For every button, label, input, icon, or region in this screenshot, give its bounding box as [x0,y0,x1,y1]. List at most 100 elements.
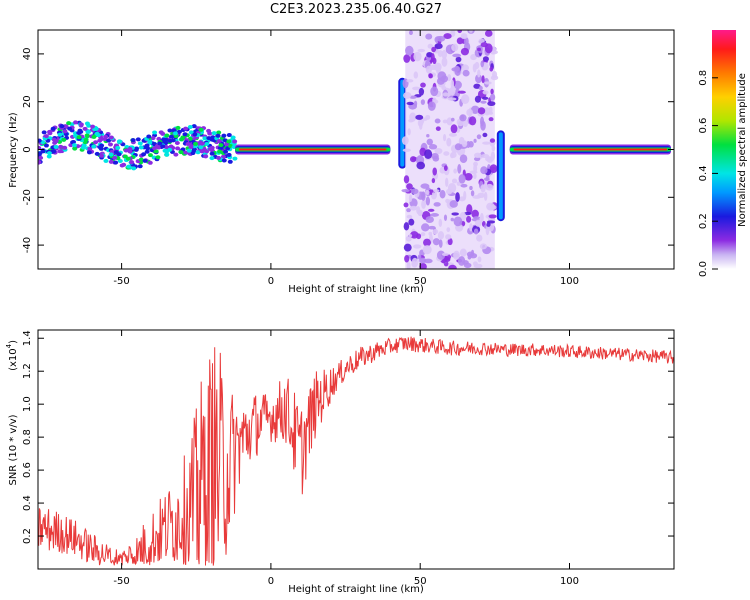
heatmap-cell [168,144,174,149]
heatmap-noise-cell [423,258,433,264]
heatmap-cell [167,128,173,133]
heatmap-noise-cell [447,74,452,82]
heatmap-noise-cell [425,33,433,40]
heatmap-noise-cell [460,183,468,188]
heatmap-noise-cell [420,99,426,105]
heatmap-cell [226,152,232,157]
heatmap-noise-cell [416,233,422,240]
heatmap-noise-cell [471,249,475,256]
heatmap-noise-cell [491,145,496,152]
heatmap-noise-cell [473,83,481,89]
heatmap-noise-cell [490,151,495,161]
heatmap-cell [99,143,105,148]
heatmap-spike-inner [400,79,405,167]
heatmap-noise-cell [469,30,473,33]
heatmap-cell [121,162,127,167]
heatmap-noise-cell [401,136,409,145]
heatmap-layer [38,30,672,269]
heatmap-noise-cell [472,261,478,267]
spectrogram-x-tick-label: 0 [268,276,274,287]
spectrogram-x-axis-label: Height of straight line (km) [288,284,424,295]
heatmap-noise-cell [442,133,447,142]
snr-x-tick-label: 0 [268,576,274,587]
heatmap-noise-cell [420,183,430,189]
heatmap-cell [209,156,215,161]
heatmap-noise-cell [450,217,455,222]
heatmap-cell [191,124,197,129]
heatmap-cell [71,139,77,144]
heatmap-noise-cell [420,232,426,237]
colorbar: 0.0 0.2 0.4 0.6 0.8 Normalized spectral ampl… [698,30,748,277]
heatmap-cell [131,166,137,171]
heatmap-noise-cell [460,33,468,40]
colorbar-label: Normalized spectral amplitude [737,73,748,227]
heatmap-cell [103,158,109,163]
heatmap-noise-cell [427,43,434,49]
heatmap-cell [147,140,153,145]
heatmap-noise-cell [452,53,462,58]
heatmap-noise-cell [482,132,488,138]
heatmap-noise-cell [450,124,458,134]
heatmap-cell [51,149,57,154]
heatmap-noise-cell [477,256,482,263]
heatmap-noise-cell [484,81,492,85]
heatmap-cell [138,157,144,162]
heatmap-cell [73,120,79,125]
heatmap-cell [62,129,68,134]
heatmap-tone-core [513,148,668,151]
heatmap-noise-cell [482,90,489,95]
heatmap-noise-cell [451,178,458,184]
heatmap-cell [126,164,132,169]
heatmap-noise-cell [441,57,448,67]
heatmap-cell [59,124,65,129]
heatmap-noise-cell [407,128,411,136]
heatmap-noise-cell [446,227,451,233]
heatmap-noise-cell [444,256,451,263]
heatmap-cell [176,129,182,134]
heatmap-cell [215,133,221,138]
heatmap-cell [72,146,78,151]
heatmap-cell [207,146,213,151]
heatmap-cell [211,131,217,136]
heatmap-cell [142,158,148,163]
heatmap-noise-cell [428,225,436,230]
heatmap-tone-core [239,148,387,151]
heatmap-noise-cell [485,173,490,181]
heatmap-cell [67,126,73,131]
heatmap-noise-cell [464,172,473,181]
heatmap-noise-cell [481,153,490,159]
snr-frame [37,329,675,570]
heatmap-noise-cell [489,138,496,143]
heatmap-cell [130,138,136,143]
snr-y-tick-label: 0.4 [22,495,33,511]
heatmap-noise-cell [485,183,494,191]
heatmap-noise-cell [428,73,433,79]
heatmap-noise-cell [489,93,496,101]
heatmap-noise-cell [480,100,487,104]
heatmap-noise-cell [401,188,410,193]
heatmap-cell [221,158,227,163]
heatmap-cell [218,143,224,148]
heatmap-cell [160,144,166,149]
heatmap-spike-inner [498,132,503,220]
heatmap-cell [232,156,238,161]
heatmap-noise-cell [431,53,435,63]
heatmap-cell [141,152,147,157]
heatmap-noise-cell [422,245,432,255]
heatmap-noise-cell [489,66,494,72]
heatmap-cell [82,126,88,131]
heatmap-cell [72,143,78,148]
heatmap-noise-cell [475,219,482,227]
heatmap-noise-cell [474,61,480,70]
heatmap-noise-cell [469,223,473,232]
heatmap-noise-cell [475,74,483,84]
heatmap-cell [230,135,236,140]
heatmap-cell [192,132,198,137]
heatmap-cell [226,133,232,138]
heatmap-noise-cell [426,134,430,138]
heatmap-cell [57,149,63,154]
heatmap-cell [113,160,119,165]
heatmap-noise-cell [473,216,481,220]
heatmap-noise-cell [468,116,477,126]
svg-text:(x104): (x104) [5,340,19,371]
